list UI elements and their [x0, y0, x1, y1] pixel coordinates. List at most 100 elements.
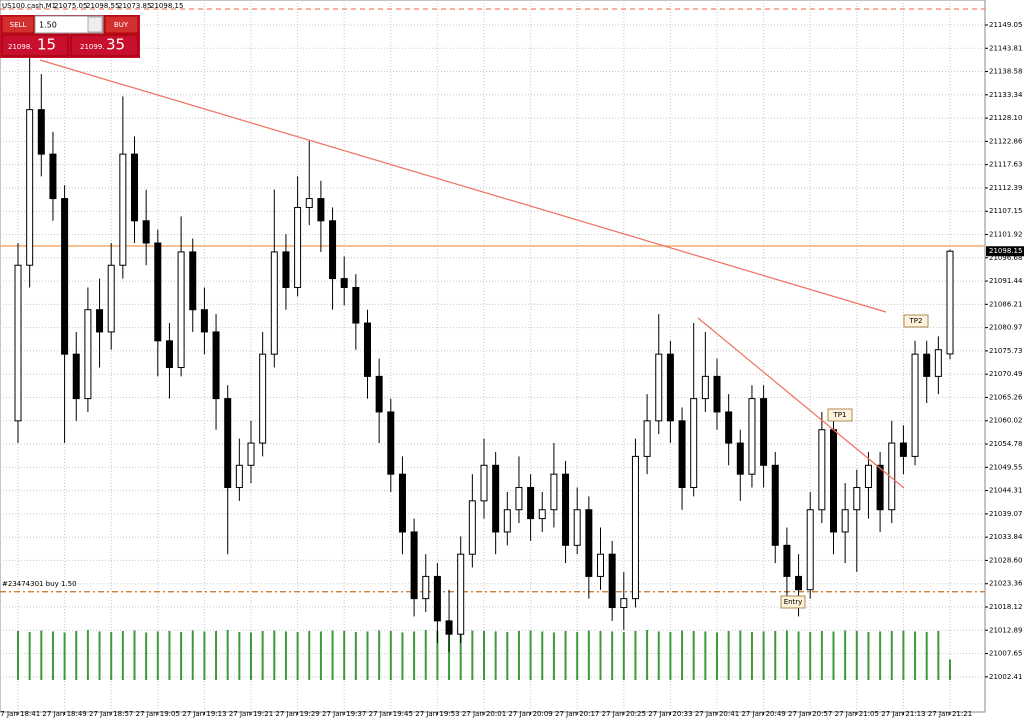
candle-body — [96, 309, 104, 333]
annotation-box — [780, 595, 806, 609]
candle-body — [282, 251, 290, 288]
candle-body — [142, 220, 150, 244]
y-tick-label: 21138.58 — [989, 68, 1022, 76]
candle-body — [550, 473, 558, 511]
buy-button[interactable] — [104, 15, 139, 34]
candle-body — [597, 553, 604, 577]
candle-body — [725, 411, 733, 444]
y-tick-label: 21012.89 — [989, 626, 1022, 634]
buy-price-big[interactable]: 35 — [106, 36, 125, 54]
trade-panel: SELL 1.50 BUY 21098. 15 21099. 35 — [0, 15, 140, 58]
candle-body — [294, 206, 302, 288]
x-tick-label: 27 Jan 19:53 — [415, 710, 459, 718]
candle-body — [387, 411, 395, 475]
buy-price-small[interactable]: 21099. — [80, 43, 105, 51]
sell-price-box[interactable] — [1, 34, 69, 57]
candle-body — [131, 153, 138, 222]
candle-body — [806, 509, 814, 591]
candle-body — [503, 509, 511, 533]
candle-body — [608, 553, 616, 609]
x-tick-label: 27 Jan 21:13 — [881, 710, 925, 718]
y-tick-label: 21080.97 — [989, 324, 1022, 332]
candle-body — [49, 153, 57, 200]
candle-body — [352, 286, 360, 324]
candle-body — [771, 464, 779, 546]
ohlc-close: 21098.15 — [150, 2, 183, 10]
candle-body — [713, 375, 721, 413]
candle-body — [818, 429, 826, 511]
ohlc-open: 21075.05 — [54, 2, 87, 10]
candle-body — [329, 220, 337, 280]
y-tick-label: 21023.36 — [989, 580, 1023, 588]
candle-body — [26, 109, 34, 266]
y-tick-label: 21039.07 — [989, 510, 1022, 518]
candle-body — [154, 242, 162, 342]
y-tick-label: 21117.63 — [989, 161, 1022, 169]
x-tick-label: 27 Jan 20:01 — [462, 710, 506, 718]
candle-body — [433, 575, 441, 622]
annotation: Entry — [784, 598, 803, 606]
candle-body — [84, 309, 92, 400]
candle-body — [678, 420, 686, 489]
candle-body — [631, 455, 639, 600]
y-tick-label: 21075.73 — [989, 347, 1022, 355]
candle-body — [934, 349, 942, 377]
y-tick-label: 21060.02 — [989, 417, 1022, 425]
lot-spinner[interactable] — [87, 16, 103, 33]
y-tick-label: 21028.60 — [989, 556, 1022, 564]
trendline — [39, 59, 887, 313]
candle-body — [701, 375, 709, 400]
candle-body — [398, 473, 406, 533]
x-tick-label: 27 Jan 19:29 — [275, 710, 319, 718]
x-tick-label: 27 Jan 19:37 — [322, 710, 366, 718]
candle-body — [259, 353, 267, 444]
sell-label[interactable]: SELL — [10, 21, 27, 29]
candle-body — [748, 398, 756, 475]
x-tick-label: 27 Jan 19:05 — [136, 710, 180, 718]
candle-body — [445, 620, 453, 635]
candle-body — [876, 464, 884, 511]
y-tick-label: 21002.41 — [989, 673, 1022, 681]
sell-button[interactable] — [1, 15, 35, 34]
y-tick-label: 21101.92 — [989, 230, 1022, 238]
x-tick-label: 27 Jan 19:45 — [369, 710, 413, 718]
candle-body — [911, 353, 919, 457]
candle-body — [830, 429, 837, 533]
sell-price-small[interactable]: 21098. — [8, 43, 33, 51]
y-tick-label: 21070.49 — [989, 370, 1022, 378]
y-tick-label: 21149.05 — [989, 21, 1022, 29]
symbol: US100.cash,M1 — [2, 2, 56, 10]
trendline — [697, 317, 905, 489]
bid-label: 21098.15 — [989, 247, 1022, 255]
candle-body — [317, 198, 325, 222]
x-tick-label: 27 Jan 21:05 — [835, 710, 879, 718]
x-tick-label: 27 Jan 18:41 — [0, 710, 40, 718]
x-tick-label: 27 Jan 20:33 — [648, 710, 692, 718]
candle-body — [165, 340, 173, 368]
buy-label[interactable]: BUY — [114, 21, 129, 29]
y-tick-label: 21096.68 — [989, 254, 1022, 262]
ohlc-low: 21073.85 — [118, 2, 151, 10]
candle-body — [200, 309, 208, 333]
candle-body — [783, 544, 791, 577]
lot-value[interactable]: 1.50 — [39, 21, 57, 30]
annotation-box — [827, 408, 853, 422]
candle-body — [888, 442, 896, 511]
buy-price-box[interactable] — [70, 34, 139, 57]
candle-body — [666, 353, 674, 422]
candle-body — [573, 509, 581, 546]
ohlc-high: 21098.55 — [86, 2, 119, 10]
lot-input[interactable] — [34, 15, 104, 34]
candle-body — [212, 331, 220, 400]
sell-price-big[interactable]: 15 — [37, 36, 56, 54]
candle-body — [655, 353, 663, 422]
candle-body — [538, 509, 546, 520]
candle-body — [422, 575, 430, 600]
y-tick-label: 21018.12 — [989, 603, 1022, 611]
candle-body — [492, 464, 500, 533]
plot-frame — [0, 0, 986, 713]
candle-body — [340, 278, 348, 288]
candle-body — [224, 398, 232, 489]
